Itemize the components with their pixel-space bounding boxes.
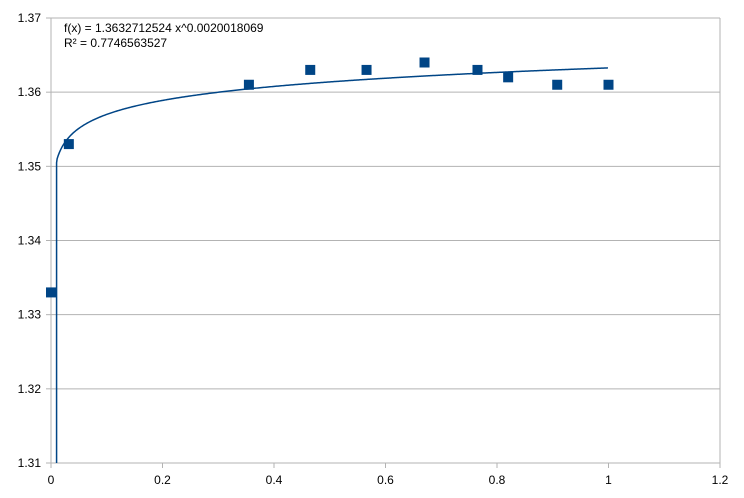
y-tick-label: 1.37 xyxy=(18,11,42,25)
y-tick-label: 1.32 xyxy=(18,382,42,396)
x-tick-label: 0.2 xyxy=(154,473,171,487)
data-point xyxy=(503,72,514,83)
x-tick-label: 1 xyxy=(605,473,612,487)
trendline-r-squared: R² = 0.7746563527 xyxy=(64,36,167,50)
y-tick-label: 1.33 xyxy=(18,308,42,322)
data-point xyxy=(46,287,56,298)
axis-layer xyxy=(46,17,721,468)
x-tick-label: 0 xyxy=(48,473,55,487)
x-tick-label: 0.8 xyxy=(489,473,506,487)
x-tick-label: 1.2 xyxy=(712,473,729,487)
y-tick-label: 1.36 xyxy=(18,85,42,99)
data-point xyxy=(472,64,483,75)
x-tick-label: 0.4 xyxy=(266,473,283,487)
data-point xyxy=(419,57,430,68)
y-tick-label: 1.35 xyxy=(18,159,42,173)
data-point xyxy=(603,79,614,90)
grid-layer xyxy=(51,17,720,464)
x-tick-label: 0.6 xyxy=(377,473,394,487)
trendline xyxy=(55,67,608,463)
y-tick-label: 1.34 xyxy=(18,234,42,248)
labels-layer: f(x) = 1.3632712524 x^0.0020018069 R² = … xyxy=(18,11,729,487)
points-layer xyxy=(46,57,614,298)
y-tick-label: 1.31 xyxy=(18,456,42,470)
data-point xyxy=(361,64,372,75)
data-point xyxy=(305,64,316,75)
trendline-equation: f(x) = 1.3632712524 x^0.0020018069 xyxy=(64,21,264,35)
data-point xyxy=(63,139,74,150)
data-point xyxy=(243,79,254,90)
trendline-layer xyxy=(55,67,608,463)
data-point xyxy=(552,79,563,90)
